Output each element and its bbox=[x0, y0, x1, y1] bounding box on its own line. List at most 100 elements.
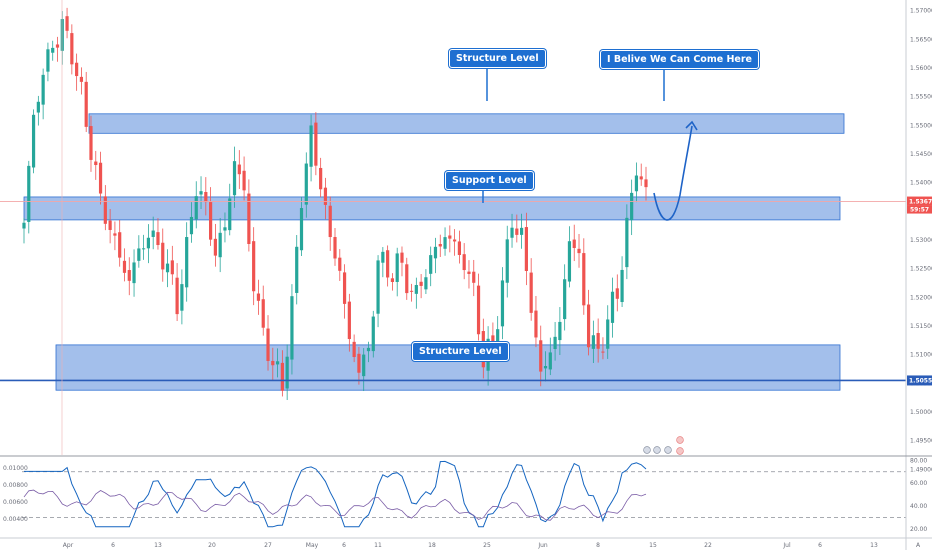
candle-body bbox=[505, 239, 509, 283]
candle-body bbox=[558, 321, 562, 341]
candle-body bbox=[65, 16, 69, 31]
y-tick-label: 1.54000 bbox=[910, 180, 932, 187]
x-tick-label: 25 bbox=[483, 542, 491, 549]
candle-body bbox=[232, 161, 237, 196]
candle-body bbox=[185, 237, 189, 288]
candle-body bbox=[639, 176, 643, 180]
candle-body bbox=[462, 254, 466, 271]
candle-body bbox=[591, 335, 595, 349]
x-tick-label: Jul bbox=[782, 542, 791, 549]
candle-body bbox=[319, 167, 323, 190]
projection-arrow-head bbox=[685, 120, 698, 131]
candle-body bbox=[79, 76, 84, 82]
candle-body bbox=[247, 193, 251, 245]
candle-body bbox=[333, 237, 337, 259]
candle-body bbox=[94, 161, 98, 166]
candle-body bbox=[51, 47, 55, 53]
candle-body bbox=[563, 279, 567, 320]
candle-body bbox=[194, 196, 198, 220]
candle-body bbox=[218, 232, 222, 258]
candle-body bbox=[84, 81, 88, 127]
candle-body bbox=[500, 280, 505, 327]
y-tick-label: 1.51500 bbox=[910, 323, 932, 330]
indicator-right-tick: 20.00 bbox=[910, 526, 927, 533]
candle-body bbox=[606, 319, 610, 349]
candle-body bbox=[543, 366, 548, 369]
candle-body bbox=[113, 233, 117, 236]
event-icon bbox=[676, 436, 684, 444]
candle-body bbox=[275, 361, 280, 365]
candle-body bbox=[290, 296, 294, 360]
candle-body bbox=[539, 340, 543, 372]
indicator-left-tick: 0.00800 bbox=[3, 482, 28, 489]
candle-body bbox=[347, 301, 351, 340]
candle-body bbox=[108, 220, 112, 230]
candle-body bbox=[457, 241, 461, 255]
upper-structure-zone bbox=[88, 113, 845, 134]
candle-body bbox=[304, 163, 308, 205]
candle-body bbox=[285, 356, 289, 389]
candle-body bbox=[189, 216, 194, 235]
indicator-right-tick: 60.00 bbox=[910, 480, 927, 487]
candle-body bbox=[237, 164, 241, 175]
y-tick-label: 1.56500 bbox=[910, 36, 932, 43]
countdown-text: 59:57 bbox=[910, 207, 929, 214]
candle-body bbox=[453, 239, 457, 242]
candle-body bbox=[586, 304, 591, 348]
candle-body bbox=[472, 271, 476, 283]
candle-body bbox=[625, 217, 629, 268]
candle-body bbox=[381, 251, 385, 263]
support-zone bbox=[23, 196, 841, 221]
price-labels: 1.5367059:57 1.50550 bbox=[643, 196, 932, 455]
candle-body bbox=[328, 205, 332, 238]
candle-body bbox=[122, 260, 127, 273]
candle-body bbox=[582, 253, 586, 306]
candle-body bbox=[634, 175, 639, 192]
indicator-pane: 80.00 60.00 40.00 20.00 0.01000 0.00800 0.0060… bbox=[3, 457, 927, 533]
indicator-right-tick: 80.00 bbox=[910, 457, 927, 464]
candle-body bbox=[228, 198, 232, 231]
candle-body bbox=[352, 341, 356, 358]
rsi-line bbox=[24, 460, 647, 528]
countdown-badge bbox=[907, 205, 932, 214]
candle-body bbox=[644, 179, 648, 188]
candle-body bbox=[295, 246, 299, 293]
candle-body bbox=[400, 252, 404, 263]
x-tick-label: 27 bbox=[264, 542, 272, 549]
candle-body bbox=[467, 271, 471, 274]
candle-body bbox=[213, 238, 217, 256]
candle-body bbox=[323, 187, 328, 205]
x-tick-label: May bbox=[306, 542, 319, 549]
callout-structure-bottom: Structure Level bbox=[412, 342, 509, 361]
candle-body bbox=[209, 202, 213, 240]
candle-body bbox=[55, 44, 60, 48]
y-tick-label: 1.52500 bbox=[910, 266, 932, 273]
candle-body bbox=[376, 260, 380, 314]
candle-body bbox=[630, 192, 634, 221]
candle-body bbox=[342, 272, 347, 304]
candle-body bbox=[252, 241, 256, 292]
candle-body bbox=[534, 310, 538, 338]
candle-body bbox=[524, 227, 528, 272]
candle-body bbox=[610, 291, 615, 323]
x-tick-label: 6 bbox=[111, 542, 115, 549]
candle-body bbox=[156, 232, 160, 246]
candle-body bbox=[103, 196, 107, 224]
candle-body bbox=[414, 284, 418, 294]
candle-body bbox=[390, 278, 395, 282]
x-tick-label: Jun bbox=[537, 542, 548, 549]
x-tick-label: 6 bbox=[342, 542, 346, 549]
candle-body bbox=[31, 114, 36, 168]
x-tick-label: 20 bbox=[208, 542, 216, 549]
candle-body bbox=[433, 246, 438, 259]
event-icon bbox=[653, 446, 661, 454]
x-tick-label: 22 bbox=[704, 542, 712, 549]
candle-body bbox=[309, 125, 313, 167]
callout-structure-top: Structure Level bbox=[449, 49, 546, 68]
candle-body bbox=[620, 269, 624, 303]
last-price-badge bbox=[907, 196, 932, 206]
candle-body bbox=[510, 227, 514, 238]
atr-line bbox=[23, 489, 647, 521]
callout-projection: I Belive We Can Come Here bbox=[600, 50, 759, 69]
